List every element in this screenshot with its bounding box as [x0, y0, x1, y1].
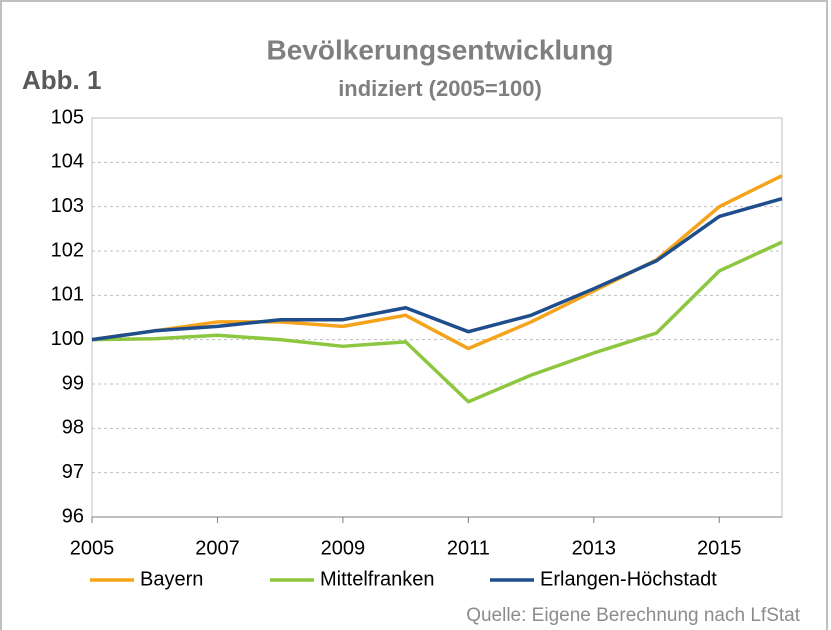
- legend-label: Bayern: [140, 568, 203, 590]
- x-tick-label: 2015: [697, 537, 742, 559]
- series-line: [91, 174, 783, 351]
- y-tick-label: 104: [51, 151, 84, 173]
- x-tick-label: 2007: [195, 537, 240, 559]
- x-tick-label: 2005: [70, 537, 115, 559]
- y-tick-label: 98: [62, 417, 84, 439]
- y-tick-label: 102: [51, 239, 84, 261]
- y-tick-label: 97: [62, 461, 84, 483]
- x-tick-label: 2013: [572, 537, 617, 559]
- y-tick-label: 100: [51, 328, 84, 350]
- figure-label: Abb. 1: [22, 65, 101, 95]
- chart-title: Bevölkerungsentwicklung: [267, 34, 614, 65]
- source: Quelle: Eigene Berechnung nach LfStat: [466, 605, 801, 626]
- y-tick-label: 96: [62, 505, 84, 527]
- chart-subtitle: indiziert (2005=100): [338, 76, 542, 101]
- y-tick-label: 103: [51, 195, 84, 217]
- series-line: [91, 240, 783, 404]
- y-tick-label: 99: [62, 372, 84, 394]
- legend-label: Erlangen-Höchstadt: [540, 568, 717, 590]
- x-tick-label: 2009: [321, 537, 366, 559]
- y-tick-label: 101: [51, 284, 84, 306]
- legend-label: Mittelfranken: [320, 568, 435, 590]
- plot-area: [91, 117, 783, 518]
- x-tick-label: 2011: [447, 537, 490, 559]
- y-tick-label: 105: [51, 106, 84, 128]
- series-line: [91, 197, 783, 342]
